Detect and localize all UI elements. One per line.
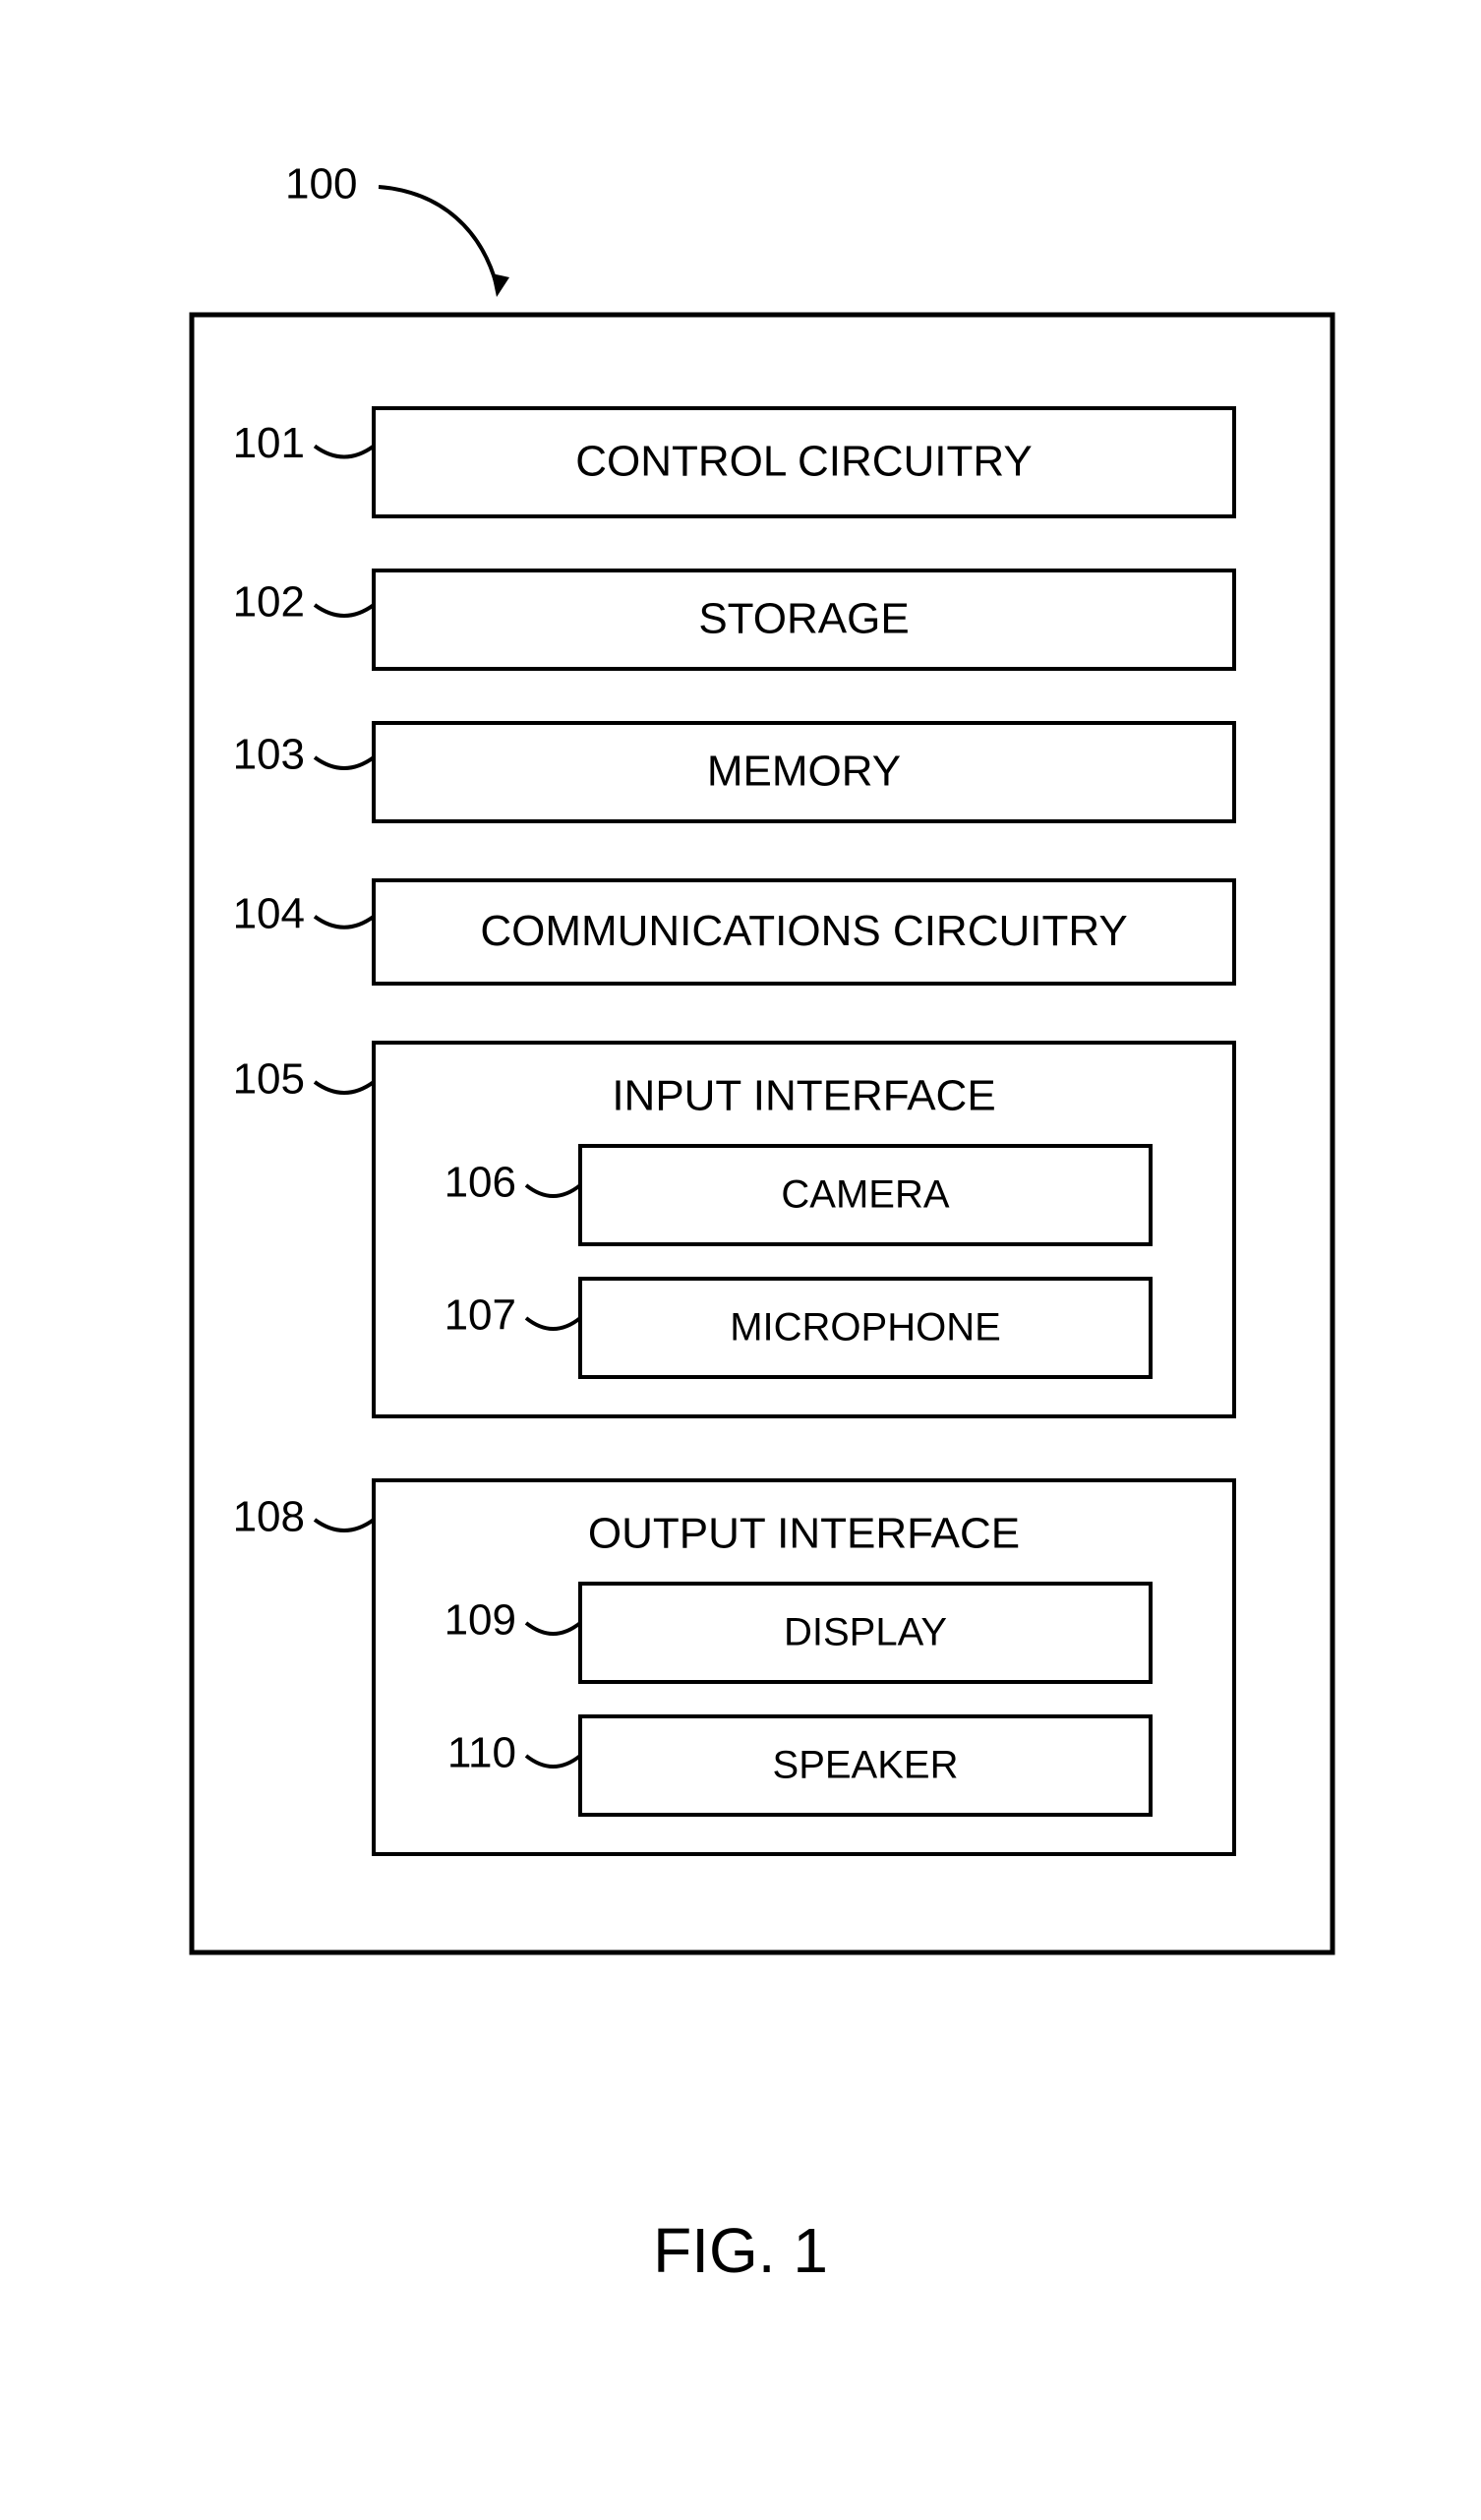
block-label: DISPLAY bbox=[784, 1611, 947, 1654]
block-label: STORAGE bbox=[698, 595, 909, 643]
diagram-canvas: CONTROL CIRCUITRY 101 STORAGE 102 MEMORY 103 C… bbox=[0, 0, 1481, 2520]
block-label: SPEAKER bbox=[773, 1744, 959, 1787]
ref-label: 109 bbox=[444, 1596, 516, 1645]
block-label: MICROPHONE bbox=[730, 1306, 1001, 1350]
ref-label: 101 bbox=[233, 419, 305, 467]
block-label: MEMORY bbox=[707, 748, 901, 796]
block-label: OUTPUT INTERFACE bbox=[588, 1510, 1020, 1558]
block-label: CONTROL CIRCUITRY bbox=[575, 438, 1032, 486]
block-label: INPUT INTERFACE bbox=[612, 1072, 995, 1120]
figure-caption: FIG. 1 bbox=[653, 2215, 828, 2286]
ref-label: 107 bbox=[444, 1291, 516, 1340]
ref-label: 104 bbox=[233, 889, 305, 937]
block-label: COMMUNICATIONS CIRCUITRY bbox=[480, 907, 1127, 955]
ref-label: 102 bbox=[233, 578, 305, 627]
block-label: CAMERA bbox=[781, 1173, 949, 1217]
ref-label-top: 100 bbox=[285, 160, 357, 209]
ref-label: 105 bbox=[233, 1055, 305, 1104]
ref-label: 108 bbox=[233, 1493, 305, 1541]
ref-label: 110 bbox=[447, 1729, 516, 1777]
ref-label: 106 bbox=[444, 1159, 516, 1207]
ref-label: 103 bbox=[233, 731, 305, 779]
